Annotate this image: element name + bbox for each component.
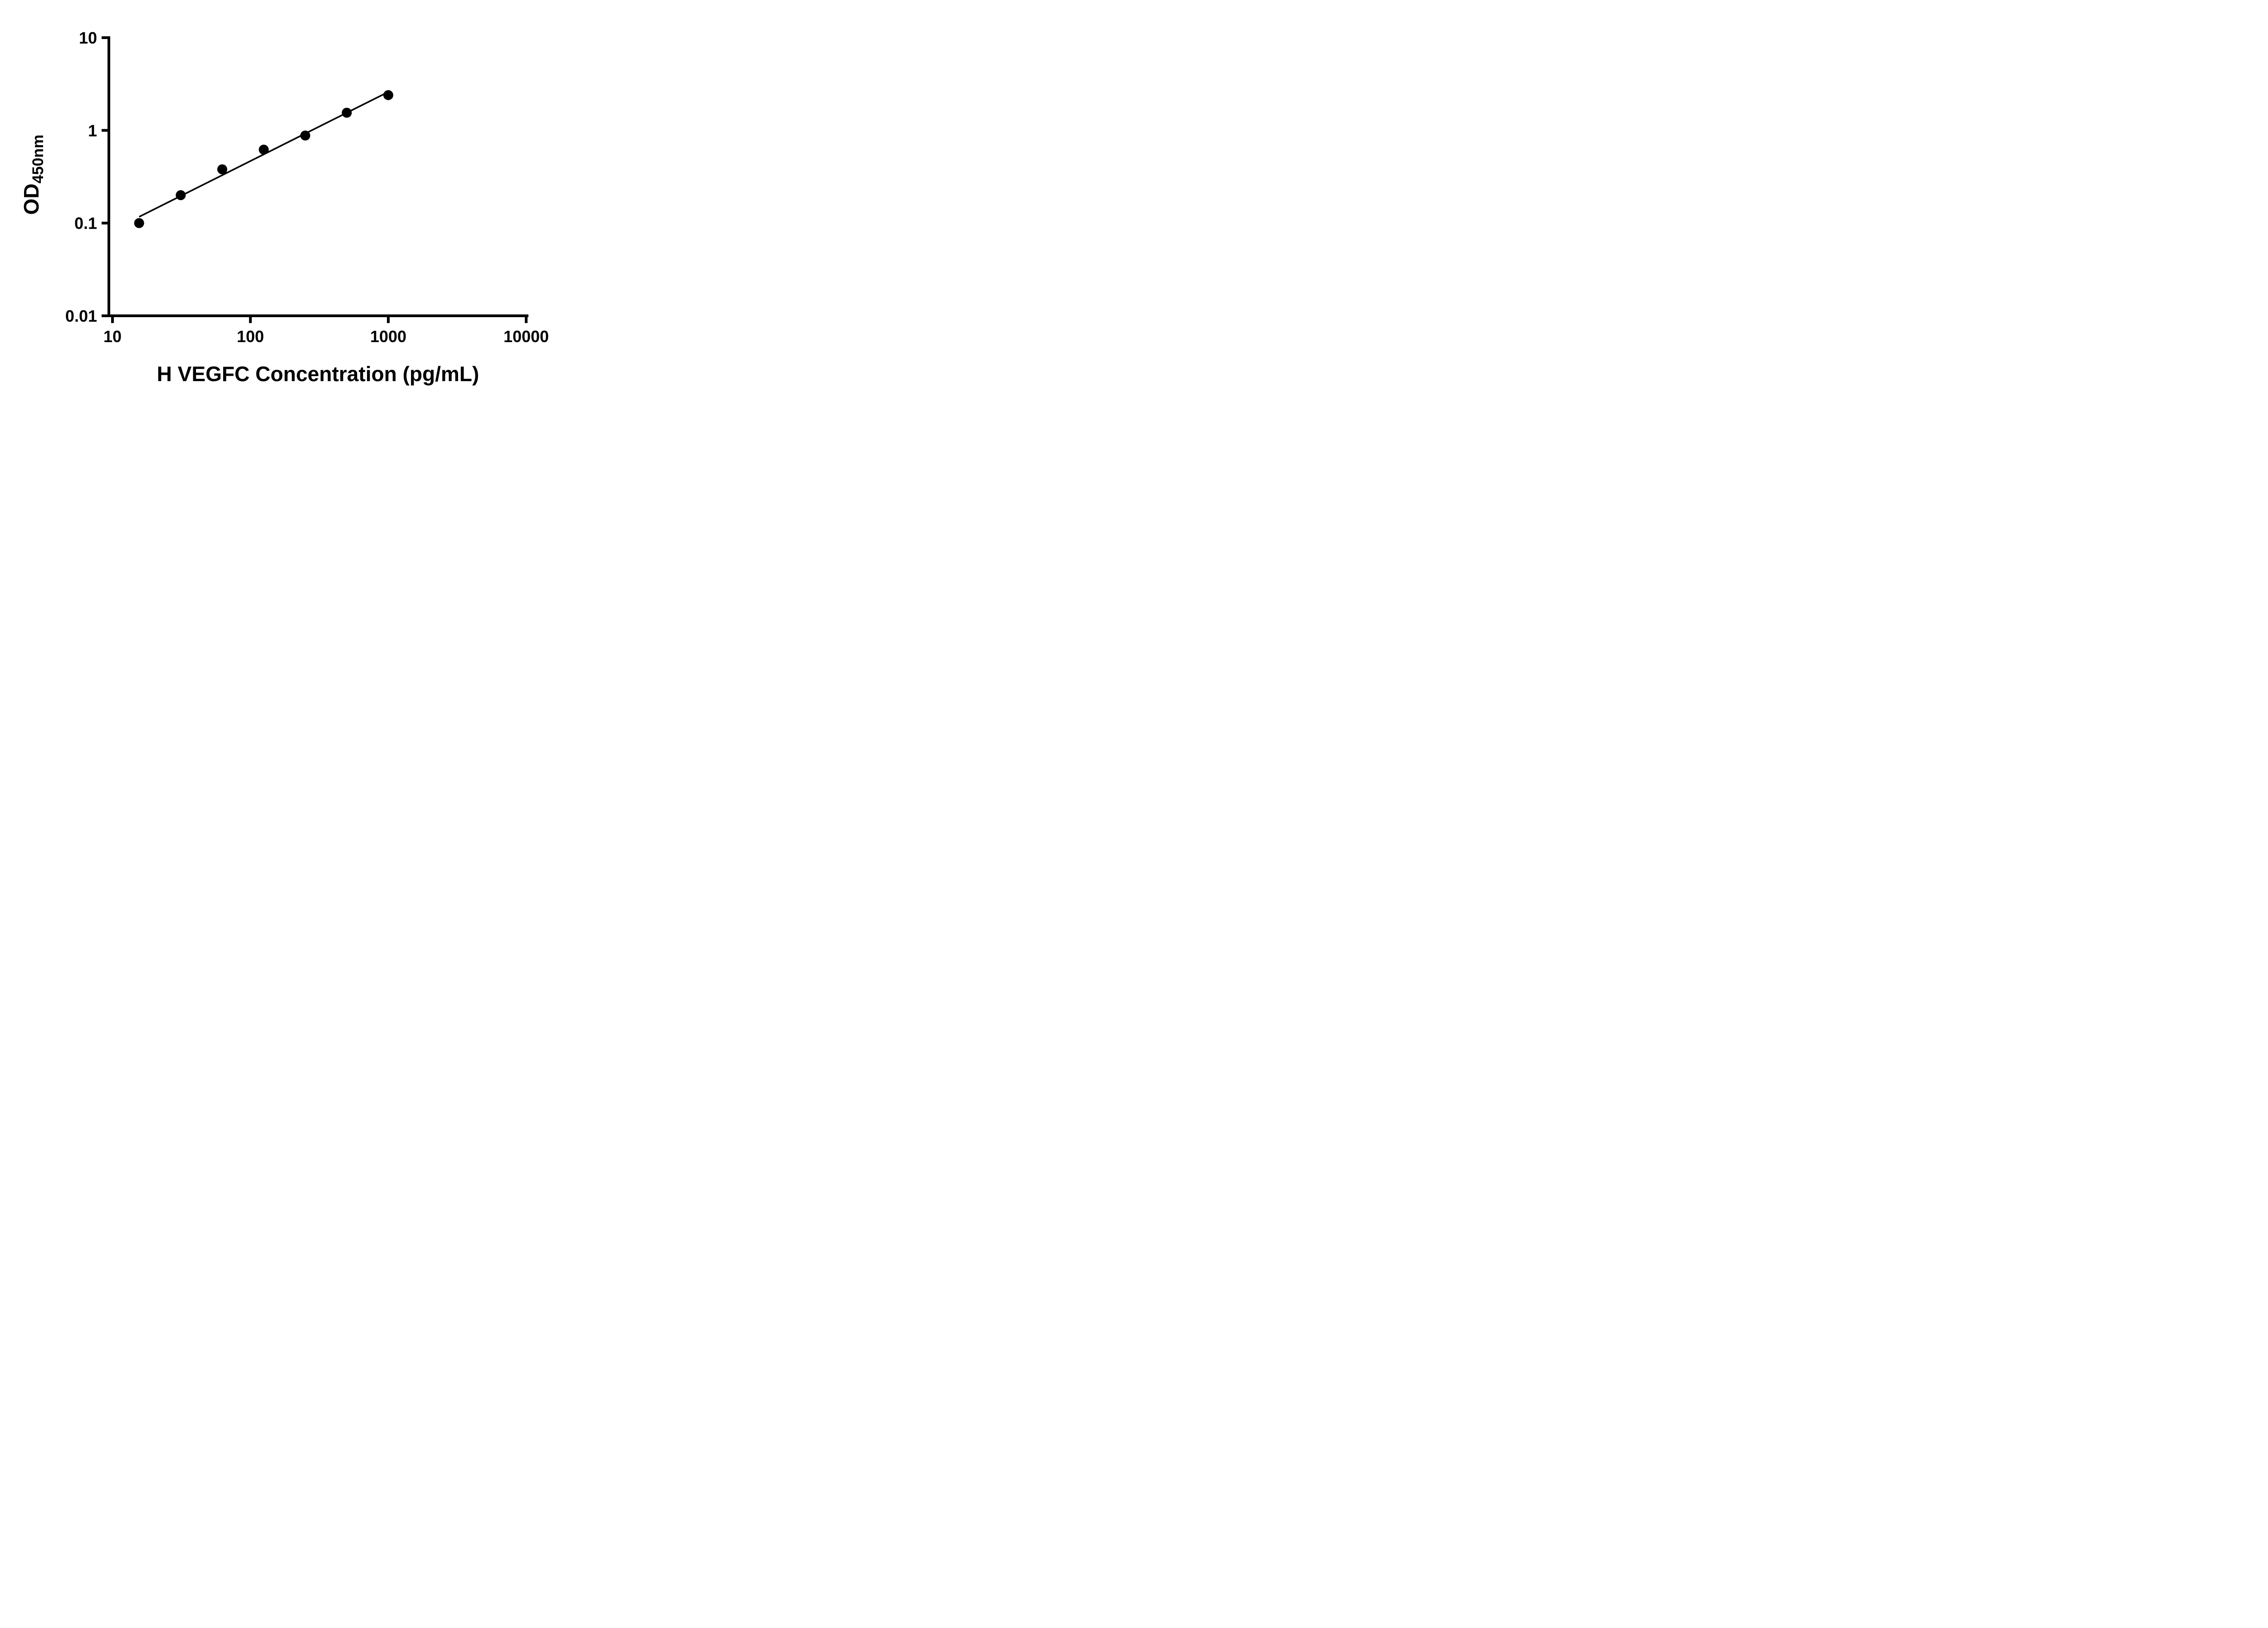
x-tick-label: 10 <box>103 327 122 346</box>
data-point <box>176 190 186 201</box>
x-tick-label: 10000 <box>503 327 549 346</box>
data-point <box>134 218 144 228</box>
data-point <box>300 130 310 141</box>
y-tick-label: 0.01 <box>65 307 97 325</box>
elisa-standard-curve-figure: 10 100 1000 10000 10 1 0.1 0.01 H VEGFC Concent… <box>0 0 582 407</box>
data-point <box>383 90 393 100</box>
y-tick-label: 10 <box>79 29 97 47</box>
y-tick-label: 0.1 <box>74 214 97 233</box>
data-point <box>259 144 269 155</box>
x-axis-title: H VEGFC Concentration (pg/mL) <box>157 362 479 386</box>
x-tick-label: 1000 <box>370 327 406 346</box>
axis-lines <box>108 36 528 317</box>
y-axis-title-sub: 450nm <box>29 135 47 184</box>
data-point <box>217 164 227 175</box>
data-point <box>342 108 352 118</box>
x-tick-label: 100 <box>237 327 264 346</box>
y-axis-title-main: OD <box>20 183 43 215</box>
y-axis-title: OD450nm <box>20 135 47 215</box>
y-tick-label: 1 <box>88 121 97 140</box>
chart-canvas: 10 100 1000 10000 10 1 0.1 0.01 H VEGFC Concent… <box>20 29 549 386</box>
plot-layer: 10 100 1000 10000 10 1 0.1 0.01 <box>65 29 549 346</box>
